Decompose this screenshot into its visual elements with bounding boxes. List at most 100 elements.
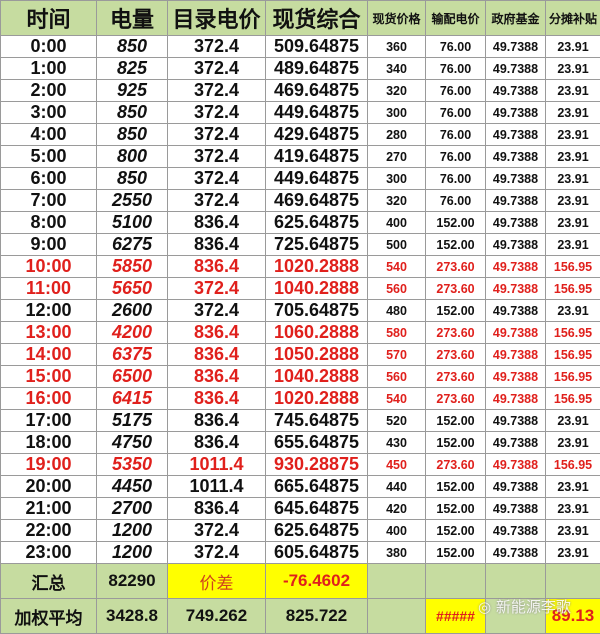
gov-fund-cell: 49.7388	[486, 476, 546, 498]
spot-price-cell: 540	[368, 256, 426, 278]
time-cell: 9:00	[1, 234, 97, 256]
transmission-cell: 273.60	[426, 344, 486, 366]
header-volume: 电量	[97, 1, 168, 36]
subsidy-cell: 23.91	[546, 58, 600, 80]
spot-total-cell: 429.64875	[266, 124, 368, 146]
catalog-price-cell: 836.4	[168, 498, 266, 520]
transmission-cell: 152.00	[426, 520, 486, 542]
spot-total-cell: 449.64875	[266, 168, 368, 190]
volume-cell: 850	[97, 36, 168, 58]
transmission-cell: 152.00	[426, 432, 486, 454]
avg-subsidy: 89.13	[546, 599, 600, 634]
transmission-cell: 76.00	[426, 102, 486, 124]
spot-price-cell: 580	[368, 322, 426, 344]
transmission-cell: 76.00	[426, 58, 486, 80]
catalog-price-cell: 372.4	[168, 58, 266, 80]
spot-total-cell: 1050.2888	[266, 344, 368, 366]
time-cell: 14:00	[1, 344, 97, 366]
catalog-price-cell: 372.4	[168, 278, 266, 300]
spot-price-cell: 570	[368, 344, 426, 366]
volume-cell: 825	[97, 58, 168, 80]
spot-total-cell: 645.64875	[266, 498, 368, 520]
diff-value: -76.4602	[266, 564, 368, 599]
gov-fund-cell: 49.7388	[486, 432, 546, 454]
subsidy-cell: 23.91	[546, 102, 600, 124]
summary-average-row: 加权平均 3428.8 749.262 825.722 ##### 89.13	[1, 599, 600, 634]
transmission-cell: 273.60	[426, 388, 486, 410]
spot-price-cell: 400	[368, 212, 426, 234]
time-cell: 4:00	[1, 124, 97, 146]
empty-cell	[368, 599, 426, 634]
spot-price-cell: 420	[368, 498, 426, 520]
catalog-price-cell: 836.4	[168, 322, 266, 344]
time-cell: 5:00	[1, 146, 97, 168]
volume-cell: 6275	[97, 234, 168, 256]
time-cell: 2:00	[1, 80, 97, 102]
time-cell: 3:00	[1, 102, 97, 124]
gov-fund-cell: 49.7388	[486, 410, 546, 432]
avg-transmission: #####	[426, 599, 486, 634]
spot-price-cell: 480	[368, 300, 426, 322]
catalog-price-cell: 1011.4	[168, 454, 266, 476]
spot-price-cell: 270	[368, 146, 426, 168]
gov-fund-cell: 49.7388	[486, 322, 546, 344]
catalog-price-cell: 836.4	[168, 234, 266, 256]
subsidy-cell: 23.91	[546, 168, 600, 190]
spot-total-cell: 1040.2888	[266, 278, 368, 300]
empty-cell	[486, 599, 546, 634]
spot-total-cell: 625.64875	[266, 212, 368, 234]
catalog-price-cell: 836.4	[168, 366, 266, 388]
spot-price-cell: 280	[368, 124, 426, 146]
transmission-cell: 273.60	[426, 256, 486, 278]
subsidy-cell: 156.95	[546, 454, 600, 476]
header-spot-price: 现货价格	[368, 1, 426, 36]
volume-cell: 4450	[97, 476, 168, 498]
catalog-price-cell: 372.4	[168, 520, 266, 542]
gov-fund-cell: 49.7388	[486, 344, 546, 366]
header-catalog-price: 目录电价	[168, 1, 266, 36]
spot-price-cell: 400	[368, 520, 426, 542]
gov-fund-cell: 49.7388	[486, 124, 546, 146]
gov-fund-cell: 49.7388	[486, 542, 546, 564]
volume-cell: 6500	[97, 366, 168, 388]
volume-cell: 2700	[97, 498, 168, 520]
volume-cell: 1200	[97, 542, 168, 564]
subsidy-cell: 156.95	[546, 256, 600, 278]
gov-fund-cell: 49.7388	[486, 146, 546, 168]
spot-total-cell: 930.28875	[266, 454, 368, 476]
volume-cell: 6375	[97, 344, 168, 366]
transmission-cell: 273.60	[426, 278, 486, 300]
gov-fund-cell: 49.7388	[486, 212, 546, 234]
time-cell: 13:00	[1, 322, 97, 344]
subsidy-cell: 23.91	[546, 212, 600, 234]
spot-price-cell: 380	[368, 542, 426, 564]
catalog-price-cell: 836.4	[168, 432, 266, 454]
gov-fund-cell: 49.7388	[486, 102, 546, 124]
spot-price-cell: 300	[368, 168, 426, 190]
volume-cell: 850	[97, 124, 168, 146]
spot-price-cell: 320	[368, 190, 426, 212]
time-cell: 19:00	[1, 454, 97, 476]
spot-price-cell: 450	[368, 454, 426, 476]
gov-fund-cell: 49.7388	[486, 300, 546, 322]
spot-price-cell: 540	[368, 388, 426, 410]
gov-fund-cell: 49.7388	[486, 366, 546, 388]
header-row: 时间 电量 目录电价 现货综合 现货价格 输配电价 政府基金 分摊补贴	[1, 1, 600, 36]
empty-cell	[368, 564, 426, 599]
catalog-price-cell: 836.4	[168, 344, 266, 366]
transmission-cell: 76.00	[426, 124, 486, 146]
catalog-price-cell: 372.4	[168, 102, 266, 124]
